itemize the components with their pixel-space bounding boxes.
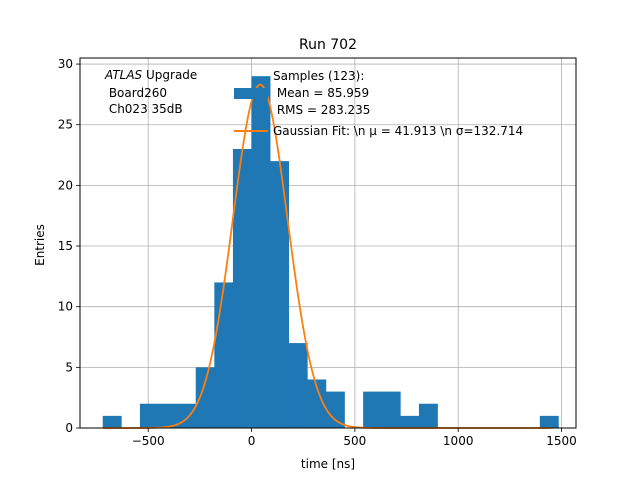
axis-ticks: −500 0 500 1000 1500 0 5 10 15 20 25 30: [58, 57, 577, 448]
histogram-bars: [102, 76, 559, 429]
histogram-bar: [381, 391, 401, 428]
annotation-line-1: ATLAS Upgrade: [104, 68, 197, 82]
histogram-bar: [102, 415, 122, 428]
histogram-bar: [307, 379, 327, 428]
histogram-bar: [539, 415, 559, 428]
histogram-bar: [325, 391, 345, 428]
annotation-rest: Upgrade: [142, 68, 197, 82]
histogram-bar: [270, 161, 290, 429]
histogram-bar: [214, 282, 234, 428]
atlas-annotation: ATLAS Upgrade Board260 Ch023 35dB: [104, 68, 197, 116]
y-axis-label: Entries: [33, 224, 47, 266]
x-tick-label: 0: [248, 434, 256, 448]
chart-title: Run 702: [299, 37, 357, 53]
x-tick-label: 500: [343, 434, 366, 448]
y-tick-label: 5: [65, 360, 73, 374]
y-tick-label: 20: [58, 178, 73, 192]
legend-hist-line-3: RMS = 283.235: [273, 103, 370, 117]
y-tick-label: 10: [58, 300, 73, 314]
legend-hist-line-2: Mean = 85.959: [273, 86, 369, 100]
y-tick-label: 30: [58, 57, 73, 71]
x-tick-label: 1500: [546, 434, 577, 448]
x-tick-label: −500: [132, 434, 165, 448]
histogram-bar: [139, 403, 159, 428]
histogram-bar: [400, 415, 420, 428]
y-tick-label: 15: [58, 239, 73, 253]
annotation-italic: ATLAS: [104, 68, 143, 82]
histogram-bar: [288, 343, 308, 428]
histogram-bar: [232, 148, 252, 428]
legend: Samples (123): Mean = 85.959 RMS = 283.2…: [234, 69, 523, 138]
annotation-line-2: Board260: [105, 86, 167, 100]
histogram-bar: [251, 76, 271, 429]
histogram-bar: [158, 403, 178, 428]
x-axis-label: time [ns]: [301, 457, 355, 471]
annotation-line-3: Ch023 35dB: [105, 102, 183, 116]
histogram-bar: [195, 367, 215, 428]
histogram-bar: [418, 403, 438, 428]
legend-hist-line-1: Samples (123):: [273, 69, 364, 83]
histogram-bar: [177, 403, 197, 428]
legend-hist-swatch: [234, 88, 268, 99]
y-tick-label: 0: [65, 421, 73, 435]
y-tick-label: 25: [58, 118, 73, 132]
axes-frame: [79, 57, 577, 429]
legend-fit-label: Gaussian Fit: \n μ = 41.913 \n σ=132.714: [273, 124, 523, 138]
x-tick-label: 1000: [443, 434, 474, 448]
histogram-bar: [363, 391, 383, 428]
